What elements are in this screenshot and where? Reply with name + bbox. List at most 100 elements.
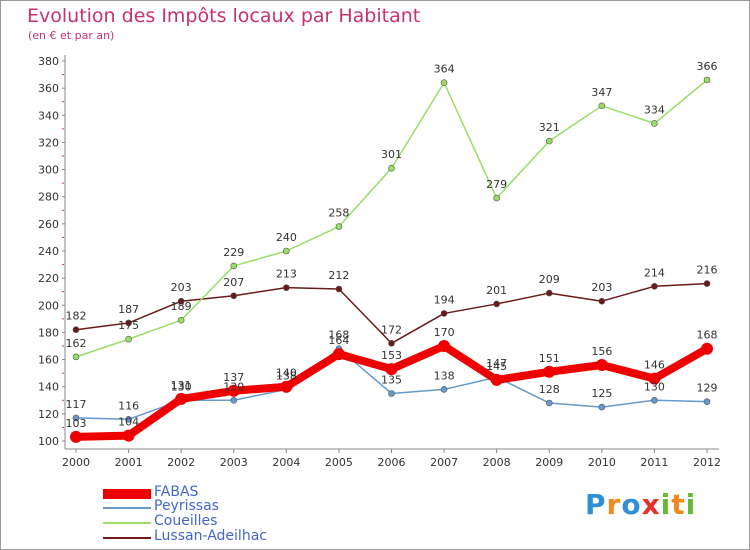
data-label-lussan-adeilhac: 182 bbox=[66, 310, 87, 323]
data-label-fabas: 131 bbox=[171, 379, 192, 392]
data-point-lussan-adeilhac bbox=[72, 326, 80, 334]
data-label-lussan-adeilhac: 187 bbox=[118, 303, 139, 316]
logo-letter: o bbox=[621, 488, 642, 521]
logo-letter: r bbox=[606, 488, 622, 521]
logo-letter: i bbox=[685, 488, 697, 521]
data-label-lussan-adeilhac: 207 bbox=[223, 276, 244, 289]
data-point-peyrissas bbox=[440, 386, 448, 393]
y-tick-label: 280 bbox=[38, 191, 59, 204]
data-point-peyrissas bbox=[125, 415, 132, 423]
legend-swatch-peyrissas bbox=[103, 507, 151, 509]
logo-letter: x bbox=[641, 488, 661, 521]
data-label-peyrissas: 125 bbox=[591, 387, 612, 400]
x-tick-label: 2008 bbox=[483, 456, 511, 469]
data-label-peyrissas: 117 bbox=[66, 398, 87, 411]
data-label-fabas: 156 bbox=[591, 345, 612, 358]
data-point-lussan-adeilhac bbox=[493, 300, 500, 308]
x-tick-label: 2006 bbox=[378, 456, 406, 469]
data-point-coueilles bbox=[72, 353, 80, 361]
data-label-peyrissas: 130 bbox=[223, 380, 244, 393]
data-point-lussan-adeilhac bbox=[125, 319, 132, 327]
x-tick-label: 2000 bbox=[62, 456, 90, 469]
data-label-fabas: 146 bbox=[644, 359, 665, 372]
x-tick-label: 2004 bbox=[272, 456, 300, 469]
x-tick-label: 2005 bbox=[325, 456, 353, 469]
data-point-lussan-adeilhac bbox=[388, 339, 395, 347]
data-label-fabas: 151 bbox=[539, 352, 560, 365]
x-tick-label: 2003 bbox=[220, 456, 248, 469]
legend-label-lussan-adeilhac: Lussan-Adeilhac bbox=[154, 528, 267, 544]
y-tick-label: 140 bbox=[38, 381, 59, 394]
data-point-lussan-adeilhac bbox=[440, 310, 448, 317]
data-point-coueilles bbox=[440, 79, 448, 87]
data-point-fabas bbox=[438, 340, 451, 352]
data-point-peyrissas bbox=[651, 396, 658, 404]
data-label-fabas: 153 bbox=[381, 349, 402, 362]
data-point-peyrissas bbox=[72, 414, 80, 422]
data-point-fabas bbox=[122, 429, 135, 442]
y-tick-label: 260 bbox=[38, 218, 59, 231]
data-label-lussan-adeilhac: 172 bbox=[381, 323, 402, 336]
data-label-lussan-adeilhac: 203 bbox=[591, 281, 612, 294]
legend-swatch-lussan-adeilhac bbox=[103, 537, 151, 539]
logo-letter: t bbox=[671, 488, 686, 521]
y-tick-label: 320 bbox=[38, 136, 59, 149]
data-point-peyrissas bbox=[388, 390, 395, 397]
data-label-peyrissas: 130 bbox=[644, 380, 665, 393]
data-point-fabas bbox=[280, 380, 293, 393]
y-tick-label: 200 bbox=[38, 299, 59, 312]
data-point-coueilles bbox=[177, 316, 185, 324]
data-point-peyrissas bbox=[703, 398, 711, 405]
series-line-coueilles bbox=[75, 79, 708, 358]
data-point-lussan-adeilhac bbox=[283, 284, 290, 291]
data-label-lussan-adeilhac: 209 bbox=[539, 273, 560, 286]
data-label-coueilles: 366 bbox=[697, 60, 718, 73]
data-label-coueilles: 301 bbox=[381, 148, 402, 161]
data-label-lussan-adeilhac: 214 bbox=[644, 266, 665, 279]
data-point-fabas bbox=[490, 373, 503, 386]
data-label-coueilles: 229 bbox=[223, 246, 244, 259]
data-label-fabas: 164 bbox=[328, 334, 349, 347]
data-point-coueilles bbox=[545, 137, 553, 145]
legend-swatch-fabas bbox=[103, 489, 151, 499]
data-point-fabas bbox=[175, 392, 188, 405]
y-tick-label: 220 bbox=[38, 272, 59, 285]
data-point-fabas bbox=[332, 348, 345, 361]
data-label-peyrissas: 135 bbox=[381, 374, 402, 387]
data-label-coueilles: 279 bbox=[486, 178, 507, 191]
data-point-coueilles bbox=[125, 335, 132, 343]
data-label-peyrissas: 128 bbox=[539, 383, 560, 396]
y-tick-label: 120 bbox=[38, 408, 59, 421]
y-tick-label: 100 bbox=[38, 435, 59, 448]
data-label-peyrissas: 168 bbox=[328, 329, 349, 342]
data-label-coueilles: 189 bbox=[171, 300, 192, 313]
data-label-peyrissas: 138 bbox=[434, 369, 455, 382]
data-label-coueilles: 240 bbox=[276, 231, 297, 244]
data-label-lussan-adeilhac: 216 bbox=[697, 264, 718, 277]
proxiti-logo: Proxiti bbox=[585, 488, 696, 521]
data-point-lussan-adeilhac bbox=[598, 297, 606, 305]
data-label-lussan-adeilhac: 201 bbox=[486, 284, 507, 297]
data-point-coueilles bbox=[388, 164, 395, 172]
data-label-peyrissas: 147 bbox=[486, 357, 507, 370]
data-label-fabas: 168 bbox=[697, 329, 718, 342]
data-label-fabas: 104 bbox=[118, 416, 139, 429]
y-tick-label: 380 bbox=[38, 55, 59, 68]
data-point-fabas bbox=[701, 342, 713, 355]
data-point-lussan-adeilhac bbox=[335, 285, 343, 293]
data-label-lussan-adeilhac: 194 bbox=[434, 293, 455, 306]
data-label-coueilles: 321 bbox=[539, 121, 560, 134]
data-point-fabas bbox=[227, 384, 240, 397]
data-point-peyrissas bbox=[598, 403, 606, 411]
data-point-coueilles bbox=[493, 194, 500, 202]
data-point-coueilles bbox=[230, 262, 238, 270]
logo-letter: i bbox=[660, 488, 672, 521]
data-point-coueilles bbox=[703, 76, 711, 84]
data-label-peyrissas: 130 bbox=[171, 380, 192, 393]
y-tick-label: 180 bbox=[38, 326, 59, 339]
data-point-lussan-adeilhac bbox=[651, 282, 658, 290]
data-label-coueilles: 258 bbox=[328, 207, 349, 220]
data-point-peyrissas bbox=[230, 396, 238, 404]
